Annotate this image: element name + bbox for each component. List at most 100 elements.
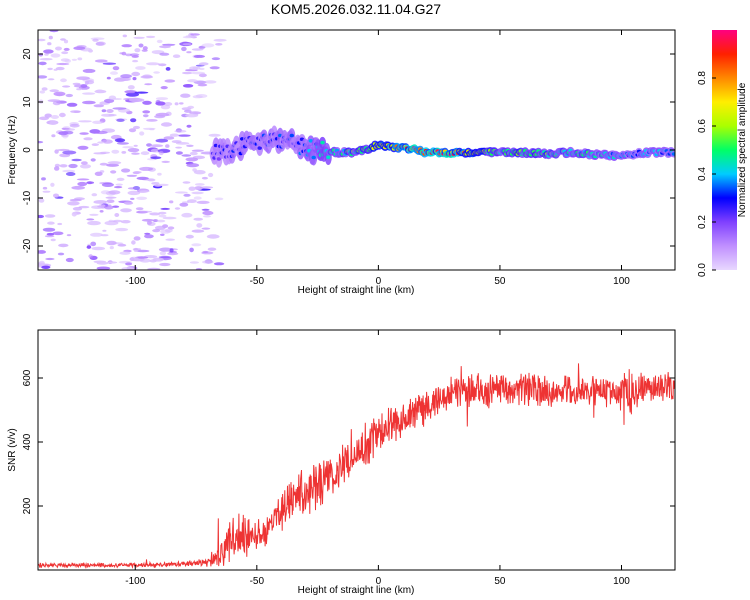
noise-blob [159,251,167,256]
noise-blob [120,74,132,79]
noise-blob [175,191,188,194]
noise-blob [94,171,103,176]
noise-blob [182,71,193,75]
noise-blob [82,100,96,105]
noise-blob [215,43,223,46]
noise-blob [38,262,46,266]
noise-blob [107,161,122,165]
spectrogram-x-axis-label: Height of straight line (km) [298,285,415,296]
noise-blob [96,261,109,265]
noise-blob [142,100,152,105]
signal-core [671,152,675,156]
noise-blob [157,172,162,176]
noise-blob [201,176,208,180]
noise-blob [134,48,141,53]
noise-blob [39,116,49,121]
noise-blob [193,170,206,175]
spectrogram-x-tick-label: 100 [613,276,630,287]
noise-blob [70,110,81,113]
noise-blob [138,43,144,48]
noise-blob [102,139,113,144]
noise-blob [146,220,152,225]
noise-blob [47,42,52,46]
noise-blob [94,59,108,63]
noise-blob [159,45,171,49]
noise-blob [151,182,160,185]
noise-blob [155,97,169,101]
noise-blob [94,130,108,135]
noise-blob [44,214,56,218]
noise-blob [106,163,119,167]
noise-blob [190,33,200,36]
noise-blob [144,83,153,86]
noise-blob [115,227,129,232]
signal-core [289,133,294,138]
noise-blob [139,166,154,171]
noise-blob [187,199,197,204]
noise-blob [169,248,174,253]
noise-blob [47,78,55,81]
noise-blob [132,77,137,81]
noise-blob [175,151,183,155]
noise-blob [41,87,48,91]
noise-blob [162,216,177,220]
noise-blob [213,262,225,266]
noise-blob [150,156,162,160]
noise-blob [93,200,106,204]
noise-blob [46,232,55,236]
noise-blob [91,193,98,197]
noise-blob [64,128,76,131]
noise-blob [53,91,66,97]
noise-blob [90,232,103,237]
noise-blob [164,228,173,233]
noise-blob [108,95,117,100]
noise-blob [58,131,69,136]
spectrogram-y-tick-label: 0 [22,147,33,153]
noise-blob [106,109,114,113]
noise-blob [97,141,105,144]
noise-blob [71,185,86,190]
noise-blob [38,250,47,254]
noise-blob [60,38,66,41]
noise-blob [62,85,71,88]
noise-blob [158,255,171,259]
colorbar-bar [712,30,737,270]
noise-blob [116,118,125,123]
noise-blob [71,58,78,61]
noise-blob [155,101,166,106]
noise-blob [142,74,153,79]
noise-blob [165,238,175,241]
noise-blob [208,133,221,137]
noise-blob [81,161,88,165]
noise-blob [152,229,161,233]
noise-blob [204,80,217,84]
noise-blob [127,148,140,153]
noise-blob [77,57,83,61]
signal-core [320,140,325,145]
noise-blob [126,174,138,177]
noise-blob [96,41,106,46]
noise-blob [104,205,114,210]
noise-blob [140,151,150,156]
noise-blob [127,85,135,90]
noise-blob [202,250,209,254]
noise-blob [117,243,127,247]
noise-blob [155,138,169,143]
noise-blob [106,240,117,246]
noise-blob [199,67,205,71]
noise-blob [57,222,63,226]
noise-blob [86,245,92,249]
noise-blob [71,212,77,217]
noise-blob [52,100,61,106]
noise-blob [196,200,210,204]
noise-blob [78,205,90,209]
noise-blob [130,118,137,123]
colorbar-tick-label: 0.4 [697,167,708,181]
noise-blob [172,54,181,58]
noise-blob [76,76,90,80]
noise-blob [106,199,115,203]
noise-blob [194,183,205,186]
noise-blob [193,217,203,221]
noise-blob [157,183,169,187]
noise-blob [82,92,96,95]
